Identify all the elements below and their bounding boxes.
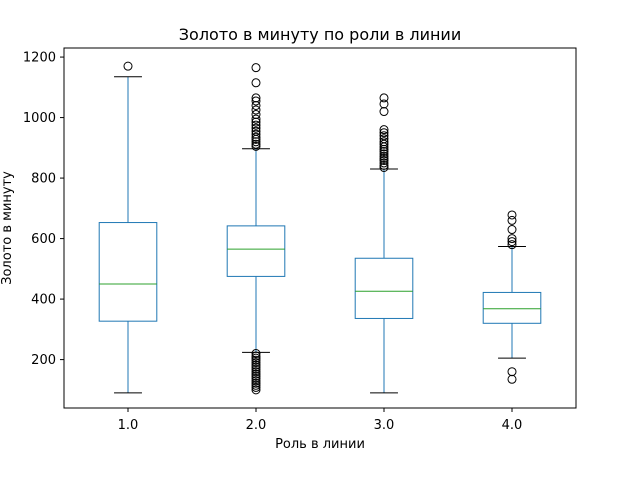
outlier-point <box>379 149 389 159</box>
outlier-point <box>507 210 517 220</box>
box-group-3-0 <box>354 93 414 394</box>
outlier-point <box>507 234 517 244</box>
y-axis-label: Золото в минуту <box>0 171 15 285</box>
iqr-box <box>482 291 542 324</box>
outlier-point <box>379 162 389 172</box>
outlier-point <box>251 129 261 139</box>
outlier-point <box>251 380 261 390</box>
outlier-point <box>507 225 517 235</box>
outlier-point <box>251 367 261 377</box>
outlier-point <box>379 99 389 109</box>
outlier-point <box>379 93 389 103</box>
x-axis-label: Роль в линии <box>275 437 365 452</box>
outlier-point <box>251 369 261 379</box>
y-tick-label: 1200 <box>23 51 56 66</box>
x-tick-label: 4.0 <box>502 418 523 433</box>
outlier-point <box>379 146 389 156</box>
outlier-point <box>251 126 261 136</box>
outlier-point <box>379 107 389 117</box>
outlier-point <box>251 373 261 383</box>
outlier-point <box>251 63 261 73</box>
iqr-box <box>98 222 158 322</box>
outlier-point <box>379 156 389 166</box>
outlier-point <box>251 96 261 106</box>
outlier-point <box>507 240 517 250</box>
y-tick-label: 200 <box>31 353 56 368</box>
y-tick-label: 800 <box>31 172 56 187</box>
outlier-point <box>379 134 389 144</box>
plot-area <box>98 61 542 395</box>
y-tick-label: 1000 <box>23 111 56 126</box>
outlier-point <box>379 158 389 168</box>
outlier-point <box>251 105 261 115</box>
box-group-4-0 <box>482 210 542 384</box>
outlier-point <box>251 355 261 365</box>
outlier-point <box>251 364 261 374</box>
outlier-point <box>251 371 261 381</box>
x-tick-label: 3.0 <box>374 418 395 433</box>
box-group-2-0 <box>226 63 286 395</box>
iqr-box <box>354 257 414 319</box>
outlier-point <box>507 367 517 377</box>
outlier-point <box>507 237 517 247</box>
outlier-point <box>123 61 133 71</box>
outlier-point <box>379 160 389 170</box>
x-tick-label: 2.0 <box>246 418 267 433</box>
outlier-point <box>507 374 517 384</box>
outlier-point <box>507 215 517 225</box>
y-tick-label: 400 <box>31 293 56 308</box>
outlier-point <box>251 382 261 392</box>
outlier-point <box>251 376 261 386</box>
y-tick-label: 600 <box>31 232 56 247</box>
outlier-point <box>251 378 261 388</box>
outlier-point <box>251 351 261 361</box>
outlier-point <box>379 153 389 163</box>
outlier-point <box>251 123 261 133</box>
outlier-point <box>379 137 389 147</box>
axes: 200 400 600 800 1000 1200 1.0 2.0 3.0 4.0 <box>23 47 577 433</box>
outlier-point <box>251 139 261 149</box>
box-group-1-0 <box>98 61 158 394</box>
outlier-point <box>251 132 261 142</box>
iqr-box <box>226 225 286 277</box>
outlier-point <box>251 120 261 130</box>
outlier-point <box>251 93 261 103</box>
plot-frame <box>63 47 577 409</box>
outlier-point <box>251 360 261 370</box>
outlier-point <box>379 151 389 161</box>
outlier-point <box>379 131 389 141</box>
x-tick-label: 1.0 <box>118 418 139 433</box>
outlier-point <box>251 349 261 359</box>
chart-title: Золото в минуту по роли в линии <box>179 25 461 44</box>
outlier-point <box>251 110 261 120</box>
outlier-point <box>251 141 261 151</box>
outlier-point <box>251 114 261 124</box>
outlier-point <box>251 362 261 372</box>
outlier-point <box>379 125 389 135</box>
outlier-point <box>251 385 261 395</box>
outlier-point <box>251 358 261 368</box>
outlier-point <box>251 78 261 88</box>
outlier-point <box>251 100 261 110</box>
outlier-point <box>379 128 389 138</box>
outlier-point <box>251 353 261 363</box>
